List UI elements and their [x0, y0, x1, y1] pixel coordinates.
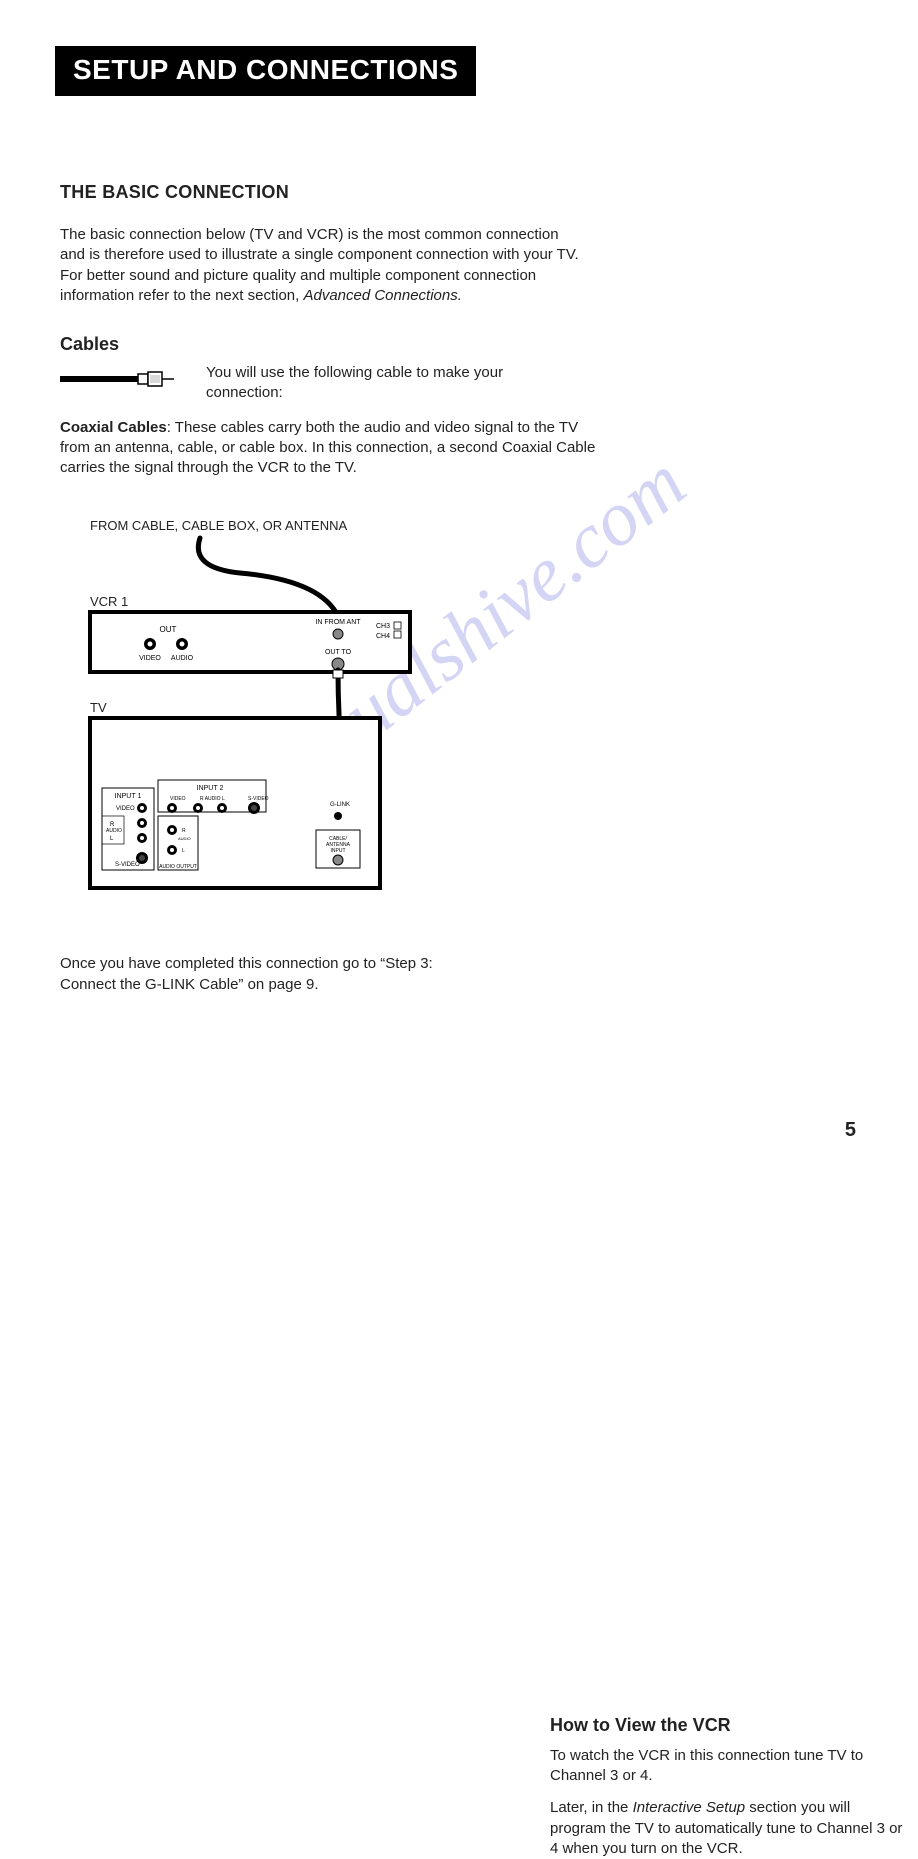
diagram-source-label: FROM CABLE, CABLE BOX, OR ANTENNA — [90, 518, 347, 533]
vcr-out-label: OUT — [160, 625, 177, 634]
coax-bold-lead: Coaxial Cables — [60, 419, 167, 436]
diagram-svg: OUT VIDEO AUDIO IN FROM ANT CH3 CH4 OUT … — [60, 518, 500, 908]
tv-label: TV — [90, 700, 107, 715]
svg-text:CH4: CH4 — [376, 633, 390, 640]
svg-text:INPUT 2: INPUT 2 — [197, 785, 224, 792]
svg-text:INPUT 1: INPUT 1 — [115, 793, 142, 800]
post-diagram-paragraph: Once you have completed this connection … — [60, 954, 480, 995]
howto-p2-em: Interactive Setup — [633, 1799, 746, 1816]
svg-text:VIDEO: VIDEO — [170, 796, 186, 802]
svg-text:R: R — [182, 828, 186, 834]
intro-paragraph: The basic connection below (TV and VCR) … — [60, 225, 580, 306]
howto-p2a: Later, in the — [550, 1799, 633, 1816]
svg-text:L: L — [182, 848, 185, 854]
svg-text:VIDEO: VIDEO — [139, 655, 161, 662]
svg-text:AUDIO: AUDIO — [178, 836, 191, 841]
svg-text:S-VIDEO: S-VIDEO — [248, 796, 269, 802]
svg-text:S-VIDEO: S-VIDEO — [115, 862, 140, 868]
intro-emphasis: Advanced Connections. — [303, 287, 461, 304]
cable-lead-text: You will use the following cable to make… — [206, 363, 546, 404]
vcr-label: VCR 1 — [90, 594, 128, 609]
svg-text:OUT TO: OUT TO — [325, 649, 352, 656]
howto-heading: How to View the VCR — [550, 1715, 910, 1736]
svg-text:VIDEO: VIDEO — [116, 806, 135, 812]
section-title-basic-connection: THE BASIC CONNECTION — [60, 182, 858, 203]
svg-text:IN FROM ANT: IN FROM ANT — [315, 619, 361, 626]
svg-text:AUDIO: AUDIO — [106, 828, 122, 834]
coax-paragraph: Coaxial Cables: These cables carry both … — [60, 418, 600, 479]
page-header-banner: SETUP AND CONNECTIONS — [55, 46, 476, 96]
howto-column: How to View the VCR To watch the VCR in … — [550, 1715, 910, 1859]
connection-diagram: FROM CABLE, CABLE BOX, OR ANTENNA VCR 1 … — [60, 518, 500, 908]
cables-subheading: Cables — [60, 334, 858, 355]
svg-text:AUDIO OUTPUT: AUDIO OUTPUT — [159, 864, 197, 870]
svg-text:CH3: CH3 — [376, 623, 390, 630]
cable-row: You will use the following cable to make… — [60, 363, 858, 404]
svg-text:G-LINK: G-LINK — [330, 802, 350, 808]
howto-p2: Later, in the Interactive Setup section … — [550, 1798, 910, 1859]
page-number: 5 — [845, 1119, 856, 1142]
howto-p1: To watch the VCR in this connection tune… — [550, 1746, 910, 1787]
coax-cable-icon — [60, 363, 178, 394]
svg-text:INPUT: INPUT — [331, 848, 346, 854]
svg-text:R AUDIO L: R AUDIO L — [200, 796, 225, 802]
svg-text:AUDIO: AUDIO — [171, 655, 194, 662]
